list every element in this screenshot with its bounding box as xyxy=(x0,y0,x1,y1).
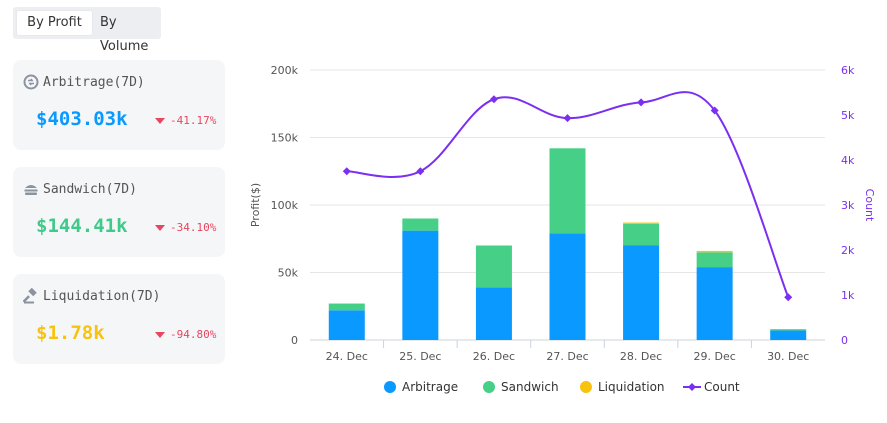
count-point xyxy=(416,167,425,176)
sandwich-bar xyxy=(549,148,586,234)
arbitrage-bar xyxy=(402,230,439,340)
x-tick-label: 30. Dec xyxy=(767,350,809,363)
sandwich-bar xyxy=(402,218,439,231)
x-tick-label: 27. Dec xyxy=(546,350,588,363)
y2-tick-label: 1k xyxy=(841,289,855,302)
x-tick-label: 26. Dec xyxy=(473,350,515,363)
liquidation-title: Liquidation(7D) xyxy=(43,288,161,304)
legend-label: Sandwich xyxy=(501,380,559,394)
y2-tick-label: 3k xyxy=(841,199,855,212)
profit-chart: 0 50k 100k 150k 200k 0 1k 2k 3k 4k 5k 6k Profit($) Co… xyxy=(249,64,876,394)
sandwich-bar xyxy=(623,223,660,246)
sandwich-bar xyxy=(696,252,733,268)
arbitrage-card: Arbitrage(7D) $403.03k -41.17% xyxy=(13,60,225,150)
y-tick-label: 0 xyxy=(291,334,298,347)
legend-marker xyxy=(483,381,495,393)
arbitrage-bar xyxy=(549,233,586,340)
y-axis-title: Profit($) xyxy=(249,183,262,227)
by-profit-button[interactable]: By Profit xyxy=(17,11,92,35)
sandwich-bar xyxy=(475,245,512,288)
count-point xyxy=(342,167,351,176)
y2-tick-label: 5k xyxy=(841,109,855,122)
count-point xyxy=(489,95,498,104)
arbitrage-change: -41.17% xyxy=(155,114,216,127)
legend-label: Liquidation xyxy=(598,380,665,394)
sandwich-card: Sandwich(7D) $144.41k -34.10% xyxy=(13,167,225,257)
by-volume-button[interactable]: By Volume xyxy=(100,15,149,54)
sandwich-title: Sandwich(7D) xyxy=(43,181,137,197)
sandwich-icon xyxy=(23,181,39,197)
view-toggle: By Profit By Volume xyxy=(13,7,161,54)
count-line xyxy=(346,91,790,298)
legend-marker xyxy=(384,381,396,393)
y2-tick-label: 6k xyxy=(841,64,855,77)
sandwich-bar xyxy=(328,303,365,311)
sandwich-value: $144.41k xyxy=(36,215,128,237)
arbitrage-value: $403.03k xyxy=(36,108,128,130)
y-tick-label: 200k xyxy=(271,64,299,77)
liquidation-value: $1.78k xyxy=(36,322,105,344)
down-arrow-icon xyxy=(155,331,165,338)
down-arrow-icon xyxy=(155,117,165,124)
arbitrage-bar xyxy=(696,267,733,340)
y2-tick-label: 4k xyxy=(841,154,855,167)
sandwich-change: -34.10% xyxy=(155,221,216,234)
legend-marker xyxy=(580,381,592,393)
x-tick-label: 24. Dec xyxy=(326,350,368,363)
arbitrage-bar xyxy=(328,310,365,340)
arbitrage-bar xyxy=(475,287,512,340)
liquidation-change: -94.80% xyxy=(155,328,216,341)
x-tick-label: 28. Dec xyxy=(620,350,662,363)
liquidation-card: Liquidation(7D) $1.78k -94.80% xyxy=(13,274,225,364)
hammer-icon xyxy=(22,287,39,304)
legend-label: Arbitrage xyxy=(402,380,458,394)
y-tick-label: 150k xyxy=(271,132,299,145)
legend-label: Count xyxy=(704,380,740,394)
count-point xyxy=(784,293,793,302)
arbitrage-icon xyxy=(23,74,39,90)
y2-tick-label: 2k xyxy=(841,244,855,257)
x-tick-label: 25. Dec xyxy=(399,350,441,363)
count-point xyxy=(563,114,572,123)
x-tick-label: 29. Dec xyxy=(694,350,736,363)
liquidation-bar xyxy=(623,222,660,224)
arbitrage-title: Arbitrage(7D) xyxy=(43,74,145,90)
arbitrage-bar xyxy=(623,245,660,340)
y-tick-label: 50k xyxy=(278,267,299,280)
count-point xyxy=(637,98,646,107)
count-point xyxy=(710,106,719,115)
y2-axis-title: Count xyxy=(863,189,876,222)
y2-tick-label: 0 xyxy=(841,334,848,347)
sandwich-bar xyxy=(770,329,807,331)
y-tick-label: 100k xyxy=(271,199,299,212)
arbitrage-bar xyxy=(770,330,807,340)
liquidation-bar xyxy=(696,250,733,253)
down-arrow-icon xyxy=(155,224,165,231)
legend-marker xyxy=(688,383,696,391)
